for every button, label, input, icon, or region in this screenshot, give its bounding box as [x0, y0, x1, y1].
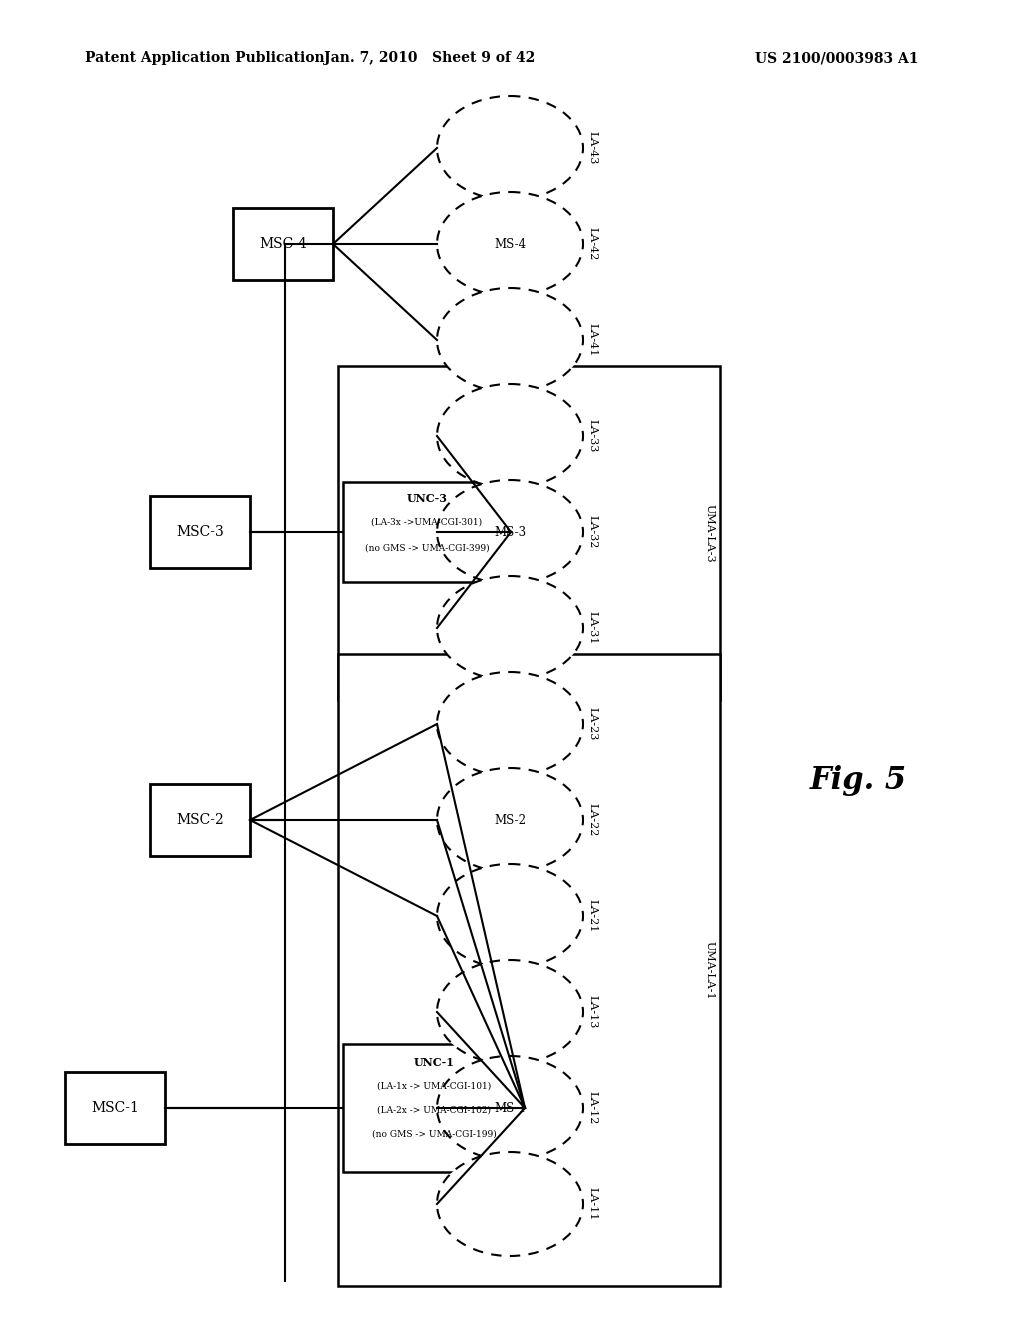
Text: LA-22: LA-22 [587, 804, 597, 837]
FancyBboxPatch shape [343, 1044, 525, 1172]
Text: (LA-1x -> UMA-CGI-101): (LA-1x -> UMA-CGI-101) [377, 1081, 492, 1090]
FancyBboxPatch shape [343, 482, 511, 582]
FancyBboxPatch shape [150, 784, 250, 855]
FancyBboxPatch shape [65, 1072, 165, 1144]
Text: LA-23: LA-23 [587, 708, 597, 741]
Text: UMA-LA-1: UMA-LA-1 [705, 941, 715, 999]
Text: MSC-1: MSC-1 [91, 1101, 139, 1115]
Ellipse shape [437, 672, 583, 776]
Text: Patent Application Publication: Patent Application Publication [85, 51, 325, 65]
Ellipse shape [437, 960, 583, 1064]
Ellipse shape [437, 865, 583, 968]
Text: LA-11: LA-11 [587, 1187, 597, 1221]
Text: US 2100/0003983 A1: US 2100/0003983 A1 [755, 51, 919, 65]
FancyBboxPatch shape [338, 366, 720, 700]
Text: LA-31: LA-31 [587, 611, 597, 644]
Ellipse shape [437, 96, 583, 201]
Text: (LA-2x -> UMA-CGI-102): (LA-2x -> UMA-CGI-102) [377, 1106, 490, 1114]
Ellipse shape [437, 1056, 583, 1160]
Text: UNC-3: UNC-3 [407, 492, 447, 503]
Text: MS-4: MS-4 [494, 238, 526, 251]
Text: (no GMS -> UMA-CGI-399): (no GMS -> UMA-CGI-399) [365, 544, 489, 553]
Text: LA-41: LA-41 [587, 323, 597, 356]
Text: LA-32: LA-32 [587, 515, 597, 549]
Ellipse shape [437, 576, 583, 680]
Text: MS-3: MS-3 [494, 525, 526, 539]
Ellipse shape [437, 288, 583, 392]
Text: LA-43: LA-43 [587, 131, 597, 165]
Text: LA-12: LA-12 [587, 1092, 597, 1125]
Text: (LA-3x ->UMA-CGI-301): (LA-3x ->UMA-CGI-301) [372, 517, 482, 527]
Ellipse shape [437, 768, 583, 873]
Text: MSC-2: MSC-2 [176, 813, 224, 828]
Ellipse shape [437, 480, 583, 583]
FancyBboxPatch shape [338, 653, 720, 1286]
Text: LA-42: LA-42 [587, 227, 597, 260]
Text: MS-1: MS-1 [494, 1101, 526, 1114]
FancyBboxPatch shape [233, 209, 333, 280]
Text: (no GMS -> UMA-CGI-199): (no GMS -> UMA-CGI-199) [372, 1130, 497, 1138]
Text: LA-21: LA-21 [587, 899, 597, 933]
Text: Fig. 5: Fig. 5 [810, 764, 907, 796]
Text: MSC-4: MSC-4 [259, 238, 307, 251]
Ellipse shape [437, 1152, 583, 1257]
Ellipse shape [437, 191, 583, 296]
FancyBboxPatch shape [150, 496, 250, 568]
Text: MSC-3: MSC-3 [176, 525, 224, 539]
Text: MS-2: MS-2 [494, 813, 526, 826]
Text: UMA-LA-3: UMA-LA-3 [705, 504, 715, 562]
Ellipse shape [437, 384, 583, 488]
Text: LA-13: LA-13 [587, 995, 597, 1028]
Text: UNC-1: UNC-1 [414, 1056, 455, 1068]
Text: Jan. 7, 2010   Sheet 9 of 42: Jan. 7, 2010 Sheet 9 of 42 [325, 51, 536, 65]
Text: LA-33: LA-33 [587, 420, 597, 453]
